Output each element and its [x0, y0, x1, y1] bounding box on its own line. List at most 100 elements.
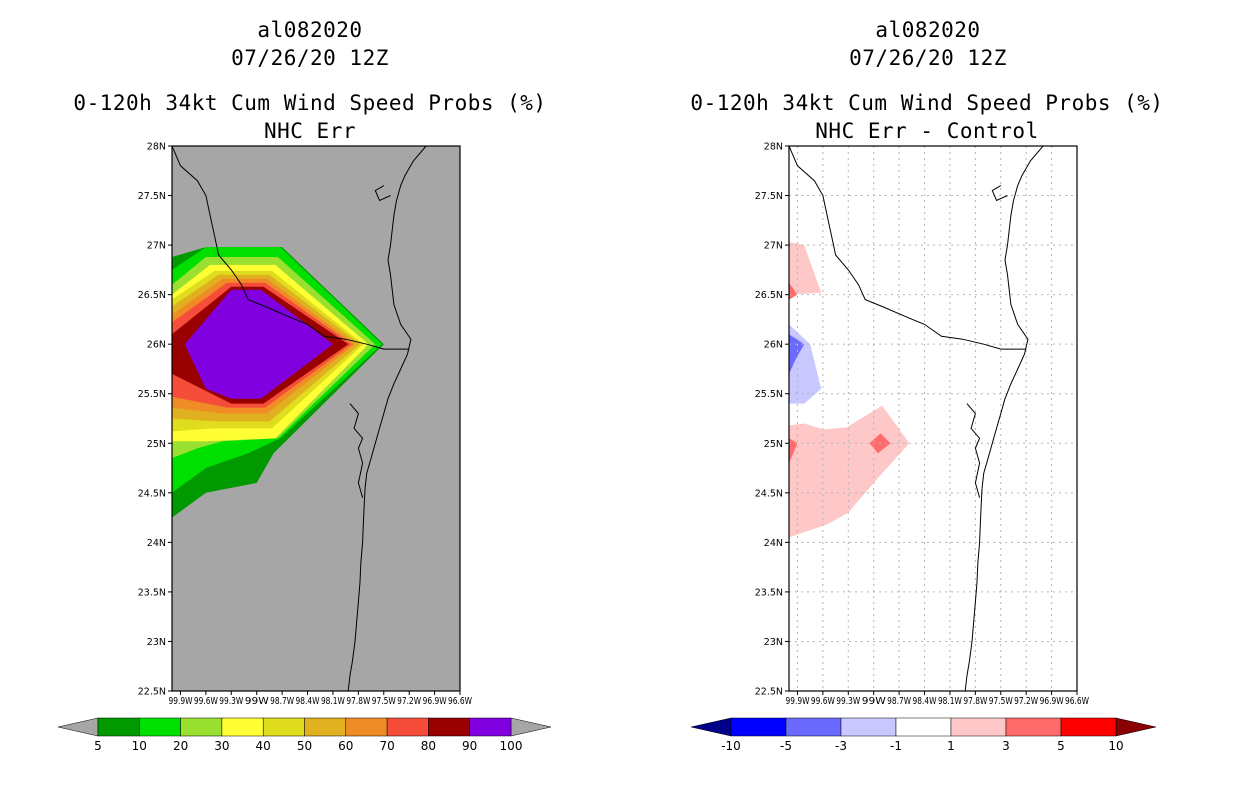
colorbar-swatch — [1005, 717, 1062, 737]
colorbar-swatch — [345, 717, 388, 737]
colorbar-label: 40 — [256, 739, 271, 753]
map-frame — [788, 145, 1078, 692]
y-tick-label: 24N — [147, 538, 166, 549]
colorbar-swatch — [469, 717, 512, 737]
x-tick-label: 97.8W — [346, 696, 370, 707]
colorbar-swatch — [785, 717, 842, 737]
colorbar-label: -3 — [835, 739, 847, 753]
coastline — [347, 146, 427, 691]
colorbar-low-arrow — [690, 717, 732, 737]
x-tick-label: 99.9W — [168, 696, 192, 707]
colorbar-swatch — [139, 717, 181, 737]
y-tick-label: 25.5N — [138, 389, 166, 400]
contour-3 — [789, 438, 798, 464]
left-storm-id: al082020 — [257, 18, 363, 42]
border-line — [172, 146, 410, 350]
colorbar-swatch — [386, 717, 429, 737]
map-panel-0: 22.5N 23N 23.5N 24N 24.5N 25N 25.5N 26N 26.5N 27N… — [57, 142, 552, 753]
y-tick-label: 26.5N — [755, 290, 783, 301]
colorbar-label: 80 — [421, 739, 436, 753]
x-tick-label: 97.5W — [372, 696, 396, 707]
coastline — [964, 146, 1044, 691]
colorbar-swatch — [180, 717, 223, 737]
colorbar-label: 3 — [1002, 739, 1010, 753]
colorbar-label: -1 — [890, 739, 902, 753]
x-tick-label: 96.9W — [1040, 696, 1064, 707]
plot-area — [789, 146, 1077, 691]
x-tick-label: 97.5W — [989, 696, 1013, 707]
y-tick-label: 27N — [147, 241, 166, 252]
y-tick-label: 24N — [764, 538, 783, 549]
contour--5 — [789, 334, 805, 374]
y-tick-label: 28N — [764, 142, 783, 153]
x-tick-label: 96.9W — [423, 696, 447, 707]
colorbar-label: -5 — [780, 739, 792, 753]
colorbar-label: 10 — [1108, 739, 1123, 753]
colorbar-label: 20 — [173, 739, 188, 753]
colorbar-label: 70 — [379, 739, 394, 753]
right-storm-id: al082020 — [875, 18, 981, 42]
x-tick-label: 99.6W — [811, 696, 835, 707]
y-tick-label: 23.5N — [138, 587, 166, 598]
colorbar-label: 60 — [338, 739, 353, 753]
contour-90 — [184, 289, 333, 399]
lagoon-line — [349, 403, 364, 498]
colorbar-swatch — [730, 717, 787, 737]
x-tick-label: 98.7W — [270, 696, 294, 707]
colorbar-label: 100 — [500, 739, 523, 753]
colorbar-swatch — [428, 717, 470, 737]
x-tick-label: 96.6W — [448, 696, 472, 707]
colorbar-high-arrow — [1115, 717, 1157, 737]
bay-line — [374, 185, 391, 202]
colorbar-swatch — [221, 717, 264, 737]
y-tick-label: 23N — [147, 637, 166, 648]
x-tick-label: 96.6W — [1065, 696, 1089, 707]
lagoon-line — [966, 403, 981, 498]
x-tick-label: 98.1W — [321, 696, 345, 707]
colorbar-label: 90 — [462, 739, 477, 753]
colorbar-low-arrow — [57, 717, 99, 737]
colorbar-swatch — [950, 717, 1007, 737]
map-panel-1: 22.5N 23N 23.5N 24N 24.5N 25N 25.5N 26N 26.5N 27N… — [690, 142, 1157, 753]
x-tick-label: 99W — [245, 696, 270, 707]
colorbar-swatch — [304, 717, 347, 737]
left-datetime: 07/26/20 12Z — [231, 46, 389, 70]
colorbar-label: -10 — [721, 739, 741, 753]
y-tick-label: 23.5N — [755, 587, 783, 598]
y-tick-label: 26.5N — [138, 290, 166, 301]
x-tick-label: 97.8W — [963, 696, 987, 707]
y-tick-label: 25N — [764, 439, 783, 450]
y-tick-label: 25.5N — [755, 389, 783, 400]
map-background — [789, 146, 1077, 691]
y-tick-label: 24.5N — [755, 488, 783, 499]
colorbar-legend: -10 -5 -3 -1 1 3 5 10 — [690, 717, 1157, 753]
colorbar-swatch — [840, 717, 897, 737]
y-tick-label: 27N — [764, 241, 783, 252]
colorbar-label: 10 — [132, 739, 147, 753]
y-tick-label: 23N — [764, 637, 783, 648]
y-tick-label: 22.5N — [755, 687, 783, 698]
y-tick-label: 26N — [147, 340, 166, 351]
colorbar-swatch — [1060, 717, 1117, 737]
colorbar-label: 5 — [94, 739, 102, 753]
colorbar-swatch — [895, 717, 952, 737]
y-tick-label: 24.5N — [138, 488, 166, 499]
y-tick-label: 27.5N — [755, 191, 783, 202]
contour-3 — [789, 282, 798, 300]
left-chart-subtitle: NHC Err — [263, 119, 356, 143]
colorbar-label: 5 — [1057, 739, 1065, 753]
x-tick-label: 99.6W — [194, 696, 218, 707]
right-chart-title: 0-120h 34kt Cum Wind Speed Probs (%) — [690, 91, 1164, 115]
colorbar-swatch — [97, 717, 140, 737]
colorbar-label: 30 — [214, 739, 229, 753]
x-tick-label: 98.4W — [296, 696, 320, 707]
colorbar-label: 1 — [947, 739, 955, 753]
x-tick-label: 98.1W — [938, 696, 962, 707]
x-tick-label: 98.7W — [887, 696, 911, 707]
colorbar-legend: 5 10 20 30 40 50 60 70 80 90 100 — [57, 717, 552, 753]
y-tick-label: 28N — [147, 142, 166, 153]
left-chart-title: 0-120h 34kt Cum Wind Speed Probs (%) — [73, 91, 547, 115]
map-frame — [171, 145, 461, 692]
colorbar-label: 50 — [297, 739, 312, 753]
bay-line — [991, 185, 1008, 202]
